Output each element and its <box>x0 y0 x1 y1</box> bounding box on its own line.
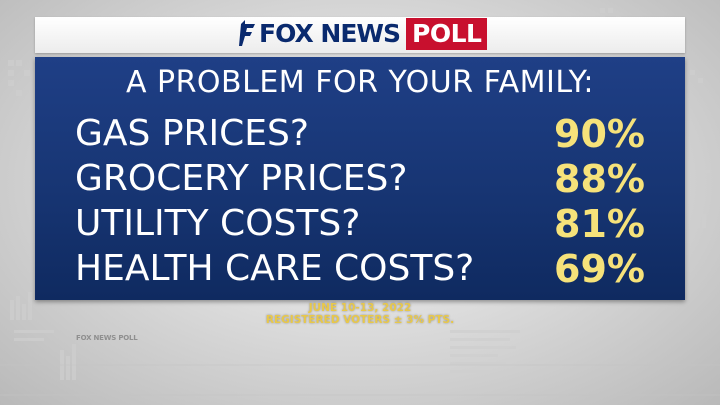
fox-news-poll-logo: FOX NEWS POLL <box>239 18 488 50</box>
poll-row-label: GAS PRICES? <box>75 113 309 154</box>
background-watermark: FOX NEWS POLL <box>76 334 138 342</box>
logo-fox-news-text: FOX NEWS <box>259 19 401 48</box>
header-band <box>35 17 685 53</box>
poll-row-label: GROCERY PRICES? <box>75 158 408 199</box>
poll-row-value: 88% <box>554 157 645 201</box>
poll-row-utility: UTILITY COSTS? 81% <box>75 202 645 246</box>
poll-row-value: 69% <box>554 247 645 291</box>
logo-poll-text: POLL <box>406 18 488 50</box>
poll-sample-info: REGISTERED VOTERS ± 3% PTS. <box>265 314 455 326</box>
poll-row-value: 81% <box>554 202 645 246</box>
poll-row-label: UTILITY COSTS? <box>75 203 361 244</box>
poll-date: JUNE 10-13, 2022 <box>308 302 412 314</box>
fox-logo-icon <box>239 18 259 50</box>
poll-row-grocery: GROCERY PRICES? 88% <box>75 157 645 201</box>
poll-row-health-care: HEALTH CARE COSTS? 69% <box>75 247 645 291</box>
poll-question-title: A PROBLEM FOR YOUR FAMILY: <box>125 65 595 100</box>
poll-footnote: JUNE 10-13, 2022 REGISTERED VOTERS ± 3% … <box>0 302 720 326</box>
poll-row-gas: GAS PRICES? 90% <box>75 112 645 156</box>
poll-board: A PROBLEM FOR YOUR FAMILY: GAS PRICES? 9… <box>35 57 685 300</box>
poll-row-label: HEALTH CARE COSTS? <box>75 248 475 289</box>
poll-row-value: 90% <box>554 112 645 156</box>
